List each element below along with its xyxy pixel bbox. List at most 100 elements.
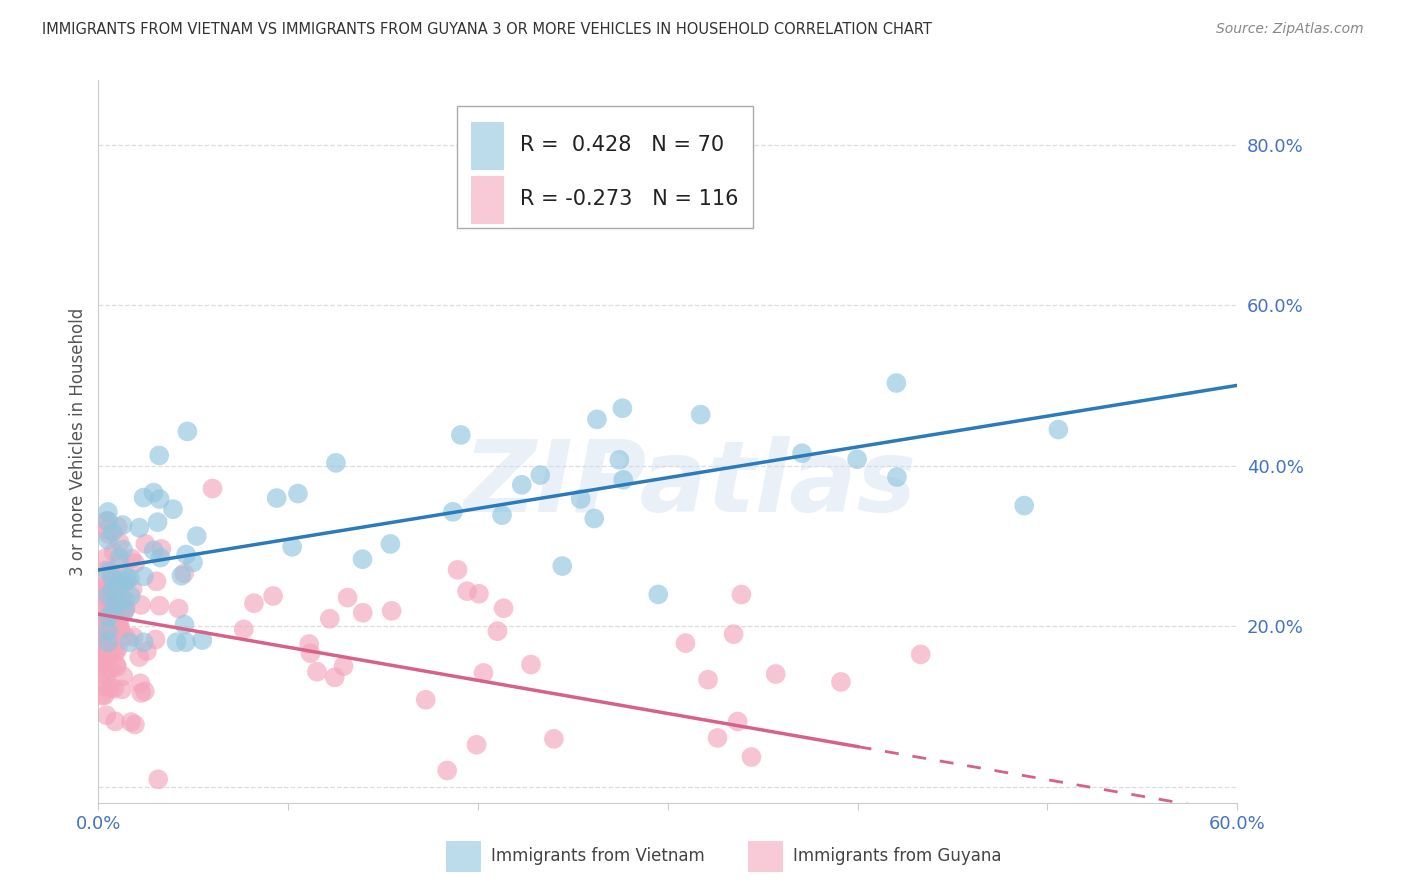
Point: [91, 657, 114, 671]
Point: [96, 523, 118, 537]
Point: [112, 669, 135, 683]
Point: [129, 686, 152, 700]
Point: [91, 580, 114, 594]
Point: [98, 662, 121, 676]
Point: [97, 624, 120, 638]
Point: [128, 650, 150, 665]
Point: [98, 632, 121, 647]
Point: [96, 665, 118, 680]
Point: [94, 550, 117, 565]
Point: [150, 541, 173, 556]
Point: [148, 491, 170, 506]
Point: [122, 630, 145, 644]
Point: [446, 563, 468, 577]
Point: [110, 623, 132, 637]
Point: [118, 635, 141, 649]
Point: [170, 568, 193, 582]
Point: [472, 665, 495, 680]
Point: [706, 731, 728, 745]
Point: [262, 589, 284, 603]
FancyBboxPatch shape: [446, 841, 479, 871]
Text: Immigrants from Guyana: Immigrants from Guyana: [793, 847, 1001, 865]
Point: [298, 637, 321, 651]
Point: [129, 598, 152, 612]
Point: [93, 582, 115, 597]
Point: [191, 633, 214, 648]
Text: Source: ZipAtlas.com: Source: ZipAtlas.com: [1216, 22, 1364, 37]
Point: [94, 688, 117, 702]
Point: [108, 550, 131, 565]
Point: [586, 412, 609, 426]
Point: [91, 654, 114, 668]
Point: [97, 610, 120, 624]
Point: [740, 750, 762, 764]
Point: [107, 641, 129, 656]
Point: [886, 470, 908, 484]
Point: [111, 518, 134, 533]
Point: [118, 571, 141, 585]
Point: [167, 601, 190, 615]
Point: [100, 566, 122, 580]
Point: [551, 559, 574, 574]
Point: [299, 646, 322, 660]
Point: [120, 714, 142, 729]
Point: [181, 556, 204, 570]
Point: [107, 578, 129, 592]
Point: [91, 674, 114, 689]
Point: [149, 550, 172, 565]
Point: [415, 693, 437, 707]
Point: [97, 505, 120, 519]
Point: [790, 446, 813, 460]
Point: [107, 617, 129, 632]
Point: [98, 681, 121, 696]
Point: [121, 582, 143, 596]
Point: [173, 617, 195, 632]
Point: [186, 529, 208, 543]
Point: [569, 491, 592, 506]
Point: [281, 540, 304, 554]
Point: [114, 604, 136, 618]
Point: [97, 600, 120, 615]
Point: [91, 689, 114, 703]
Point: [583, 511, 606, 525]
Point: [104, 714, 127, 729]
Point: [148, 449, 170, 463]
Point: [97, 588, 120, 602]
Point: [520, 657, 543, 672]
Point: [266, 491, 288, 505]
Point: [97, 565, 120, 579]
Point: [104, 575, 127, 590]
Point: [96, 514, 118, 528]
Point: [91, 616, 114, 631]
Point: [91, 615, 114, 630]
Point: [97, 514, 120, 528]
Point: [101, 571, 124, 585]
Point: [94, 563, 117, 577]
FancyBboxPatch shape: [748, 841, 782, 871]
Point: [886, 376, 908, 390]
Point: [112, 542, 135, 557]
Point: [103, 545, 125, 559]
Point: [436, 764, 458, 778]
Point: [132, 569, 155, 583]
Point: [491, 508, 513, 523]
Point: [104, 596, 127, 610]
Point: [689, 408, 711, 422]
Point: [97, 606, 120, 620]
Point: [148, 599, 170, 613]
Point: [97, 635, 120, 649]
Point: [529, 468, 551, 483]
Point: [108, 620, 131, 634]
Point: [97, 533, 120, 547]
Point: [465, 738, 488, 752]
Point: [830, 674, 852, 689]
FancyBboxPatch shape: [471, 176, 503, 223]
Point: [91, 635, 114, 649]
Point: [121, 551, 143, 566]
Text: R = -0.273   N = 116: R = -0.273 N = 116: [520, 189, 738, 210]
Point: [730, 588, 752, 602]
Point: [486, 624, 509, 639]
Point: [107, 592, 129, 607]
Point: [124, 717, 146, 731]
Point: [101, 643, 124, 657]
